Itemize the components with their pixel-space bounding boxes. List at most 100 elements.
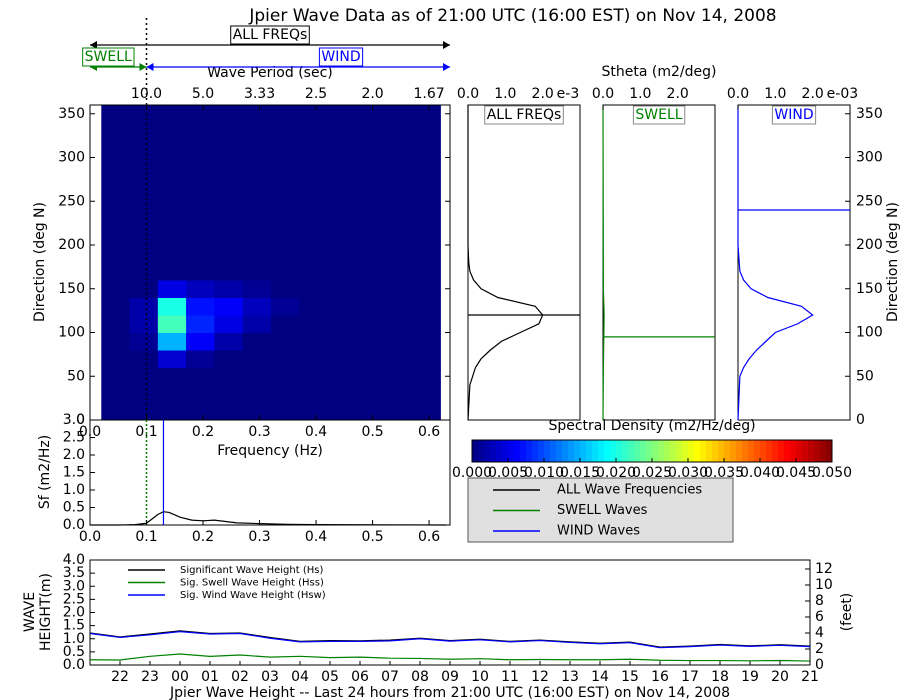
heat-cell [299,385,328,403]
heat-cell [299,332,328,351]
heat-cell [383,350,413,368]
heat-cell [327,262,357,281]
heat-cell [101,280,131,298]
colorbar-swatch [604,440,611,462]
top-tick-label: 3.33 [244,86,275,102]
colorbar-swatch [652,440,659,462]
legend-label: Significant Wave Height (Hs) [180,565,323,576]
label-box [230,25,310,45]
heat-cell [129,227,159,246]
heat-cell [355,297,385,316]
x-tick-label: 19 [741,669,759,685]
heat-cell [270,297,300,316]
colorbar-tick-label: 0.030 [668,465,708,481]
y-tick-label: 100 [856,325,883,341]
heat-cell [327,105,357,123]
heat-cell [214,332,244,351]
x-tick-label: 2.0 [667,86,689,102]
x-tick-label: 16 [651,669,669,685]
x-tick-label: 08 [411,669,429,685]
heat-cell [299,157,328,176]
x-tick-label: 0.0 [79,529,101,545]
heat-cell [214,350,244,368]
heat-cell [299,315,328,333]
heat-cell [186,122,215,141]
label-box [771,105,817,125]
heat-cell [299,105,328,123]
heat-cell [355,280,385,298]
heat-cell [270,140,300,158]
x-tick-label: 18 [711,669,729,685]
heat-cell [383,315,413,333]
x-axis-label: Jpier Wave Height -- Last 24 hours from … [169,685,730,700]
heat-cell [129,297,159,316]
heat-cell [355,350,385,368]
colorbar-swatch [544,440,551,462]
colorbar-swatch [736,440,743,462]
profile-line [467,105,544,421]
x-tick-label: 22 [111,669,129,685]
heat-cell [383,192,413,211]
heat-cell [270,367,300,386]
heat-cell [214,262,244,281]
colorbar-swatch [664,440,671,462]
heat-cell [157,157,187,176]
x-tick-label: 15 [621,669,639,685]
heat-cell [327,122,357,141]
heat-cell [129,175,159,193]
y-tick-label: 1.0 [63,482,85,498]
series-line [89,653,811,662]
y-tick-label: 3.5 [63,565,85,581]
y-tick-label: 3.0 [63,412,85,428]
heat-cell [157,315,187,333]
heat-cell [299,140,328,158]
heat-cell [101,350,131,368]
y2-tick-label: 2 [815,641,824,657]
arrow-head [139,63,147,71]
heat-cell [186,105,215,123]
heat-cell [214,402,244,421]
y-tick-label: 300 [856,150,883,166]
y-tick-label: 0.5 [63,500,85,516]
colorbar-swatch [556,440,563,462]
colorbar-swatch [580,440,587,462]
colorbar-swatch [586,440,593,462]
y-tick-label: 2.5 [63,430,85,446]
heat-cell [129,332,159,351]
heat-cell [214,210,244,228]
heat-cell [270,122,300,141]
heat-cell [101,385,131,403]
colorbar-swatch [478,440,485,462]
heat-cell [186,192,215,211]
y-axis-label: Direction (deg N) [885,202,900,322]
heat-cell [157,210,187,228]
heat-cell [270,105,300,123]
heat-cell [101,402,131,421]
heat-cell [186,210,215,228]
offset-label: e-03 [827,86,858,102]
colorbar-swatch [490,440,497,462]
heat-cell [355,315,385,333]
heat-cell [270,157,300,176]
colorbar-label: Spectral Density (m2/Hz/deg) [548,418,755,434]
heat-cell [383,210,413,228]
x-tick-label: 0.5 [361,424,383,440]
heat-cell [157,175,187,193]
legend-label: WIND Waves [557,524,640,539]
y-tick-label: 250 [856,193,883,209]
label-box [484,105,564,125]
x-tick-label: 23 [141,669,159,685]
heat-cell [270,245,300,263]
heat-cell [383,122,413,141]
colorbar-swatch [718,440,725,462]
y-tick-label: 0.0 [63,657,85,673]
annotation: ALL FREQs [233,27,308,43]
heat-cell [327,227,357,246]
heat-cell [186,245,215,263]
heat-cell [101,210,131,228]
heat-cell [101,140,131,158]
heat-cell [383,157,413,176]
x-tick-label: 0.0 [727,86,749,102]
